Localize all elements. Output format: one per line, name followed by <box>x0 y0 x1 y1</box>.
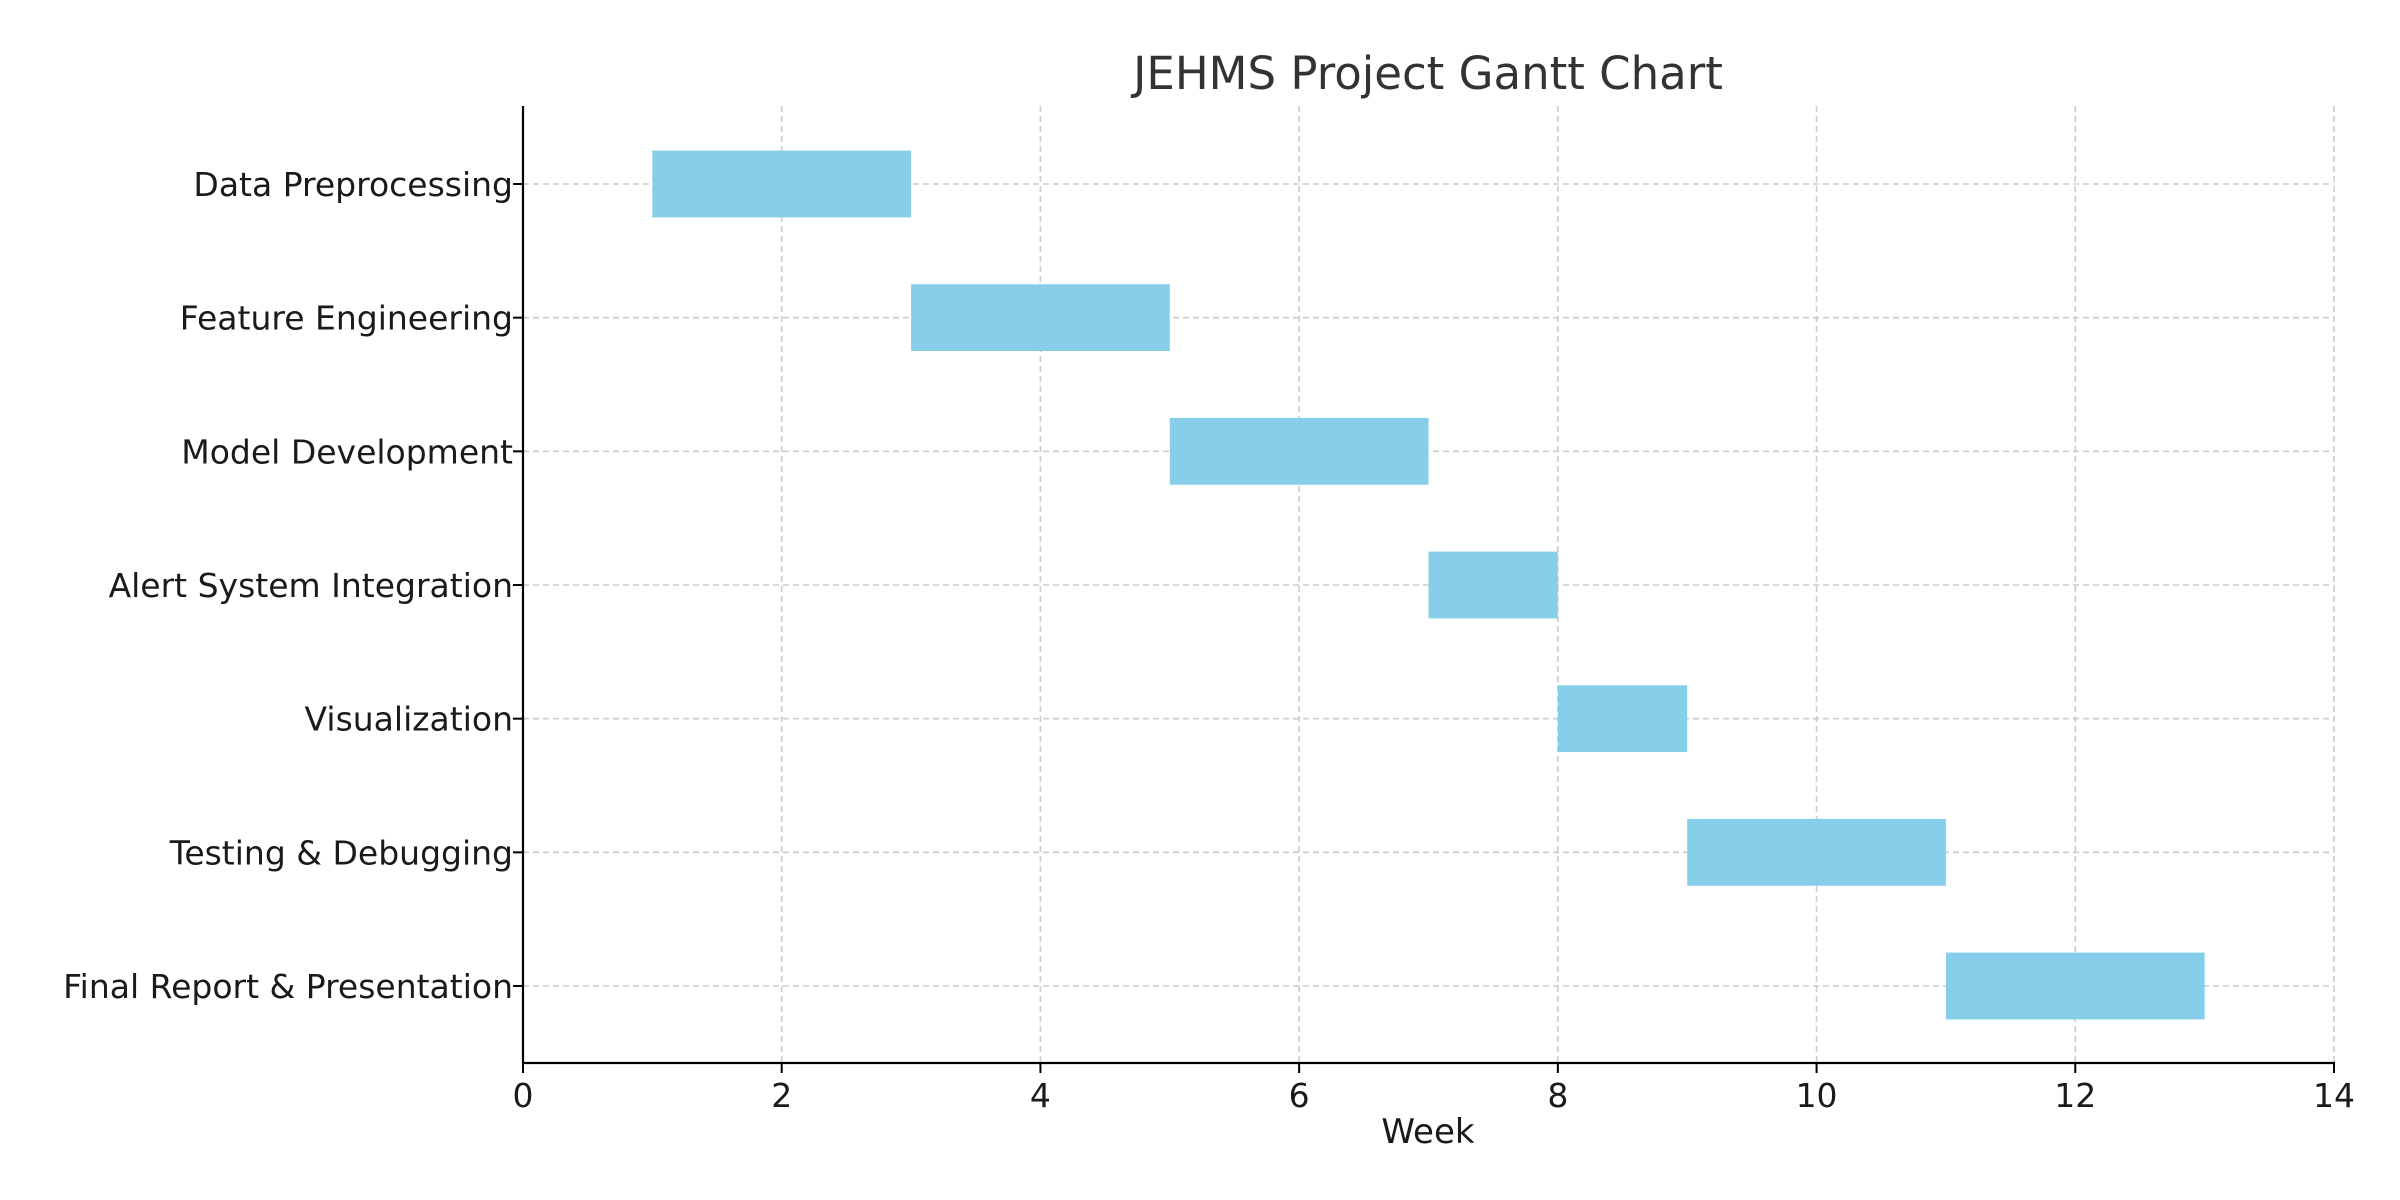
x-tick-label: 4 <box>1030 1076 1051 1115</box>
y-tick-label: Data Preprocessing <box>193 165 513 204</box>
task-bar <box>652 150 912 218</box>
y-tick-label: Testing & Debugging <box>169 833 513 872</box>
x-tick-label: 10 <box>1796 1076 1838 1115</box>
x-axis-label: Week <box>1381 1112 1474 1152</box>
task-bar <box>1169 417 1429 485</box>
x-tick-label: 14 <box>2313 1076 2355 1115</box>
chart-title: JEHMS Project Gantt Chart <box>1130 47 1723 100</box>
x-tick-label: 8 <box>1547 1076 1568 1115</box>
y-tick-label: Alert System Integration <box>109 566 513 605</box>
task-bars <box>652 150 2205 1020</box>
y-tick-label: Visualization <box>305 700 513 739</box>
x-tick-label: 0 <box>513 1076 534 1115</box>
x-axis-ticks: 0 2 4 6 8 10 12 14 <box>513 1063 2355 1115</box>
y-tick-label: Model Development <box>181 432 513 471</box>
task-bar <box>911 284 1170 352</box>
task-bar <box>1557 685 1688 753</box>
y-tick-label: Feature Engineering <box>180 299 513 338</box>
y-tick-label: Final Report & Presentation <box>63 967 513 1006</box>
task-bar <box>1945 952 2205 1020</box>
x-tick-label: 6 <box>1289 1076 1310 1115</box>
task-bar <box>1428 551 1558 619</box>
x-tick-label: 12 <box>2054 1076 2096 1115</box>
x-tick-label: 2 <box>771 1076 792 1115</box>
task-bar <box>1687 818 1946 886</box>
y-axis-ticks: Data Preprocessing Feature Engineering Mod… <box>63 165 523 1006</box>
